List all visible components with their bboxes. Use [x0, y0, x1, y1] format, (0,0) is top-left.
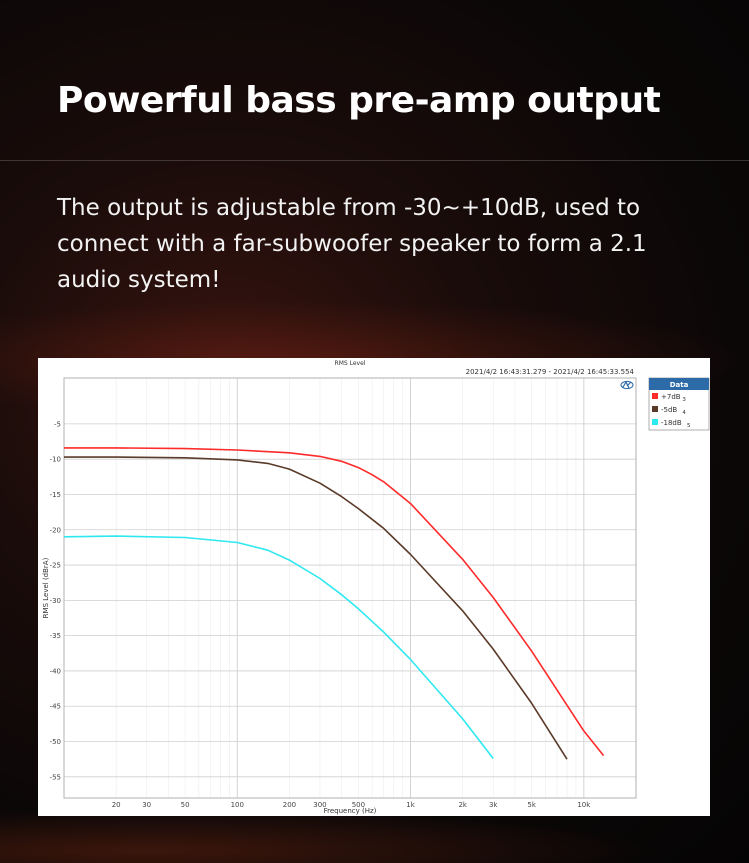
legend-entry-label: -18dB [661, 419, 682, 427]
divider [0, 160, 749, 161]
legend-items: +7dB 3 -5dB 4-18dB 5 [652, 393, 691, 429]
legend-swatch [652, 393, 658, 399]
plot-area-border [63, 377, 637, 799]
y-tick-label: -10 [50, 456, 61, 464]
x-tick-label: 100 [231, 801, 244, 809]
chart-panel: RMS Level 2021/4/2 16:43:31.279 - 2021/4… [38, 358, 710, 816]
ap-logo-icon [620, 380, 634, 390]
x-tick-label: 3k [489, 801, 498, 809]
y-tick-label: -30 [50, 597, 61, 605]
y-tick-label: -55 [50, 773, 61, 781]
legend-header [649, 378, 709, 390]
x-tick-label: 1k [406, 801, 415, 809]
y-tick-label: -20 [50, 526, 61, 534]
legend-entry-index: 5 [687, 423, 691, 429]
chart-title: RMS Level [335, 360, 366, 367]
y-tick-label: -15 [50, 491, 61, 499]
legend-swatch [652, 406, 658, 412]
legend-entry-index: 4 [682, 410, 686, 416]
legend-entry-label: -5dB [661, 406, 677, 414]
rms-level-chart: RMS Level 2021/4/2 16:43:31.279 - 2021/4… [42, 360, 710, 815]
legend-title: Data [670, 381, 689, 389]
x-tick-label: 300 [313, 801, 326, 809]
y-axis-label: RMS Level (dBrA) [42, 557, 50, 618]
legend-swatch [652, 419, 658, 425]
y-tick-label: -40 [50, 667, 61, 675]
series-line [64, 535, 494, 759]
x-tick-label: 5k [527, 801, 536, 809]
x-tick-label: 200 [283, 801, 296, 809]
x-tick-label: 500 [352, 801, 365, 809]
x-tick-label: 2k [458, 801, 467, 809]
description-text: The output is adjustable from -30~+10dB,… [57, 195, 647, 293]
headline: Powerful bass pre-amp output [57, 80, 661, 121]
series-line [64, 456, 568, 760]
legend-entry-index: 3 [682, 397, 686, 403]
y-tick-label: -5 [54, 420, 61, 428]
x-tick-label: 50 [181, 801, 190, 809]
series-lines [64, 447, 605, 760]
y-axis-ticks: -5 -10 -15 -20 -25 -30 -35 -40 -45 -50 -55 [50, 420, 61, 781]
y-tick-label: -45 [50, 703, 61, 711]
y-tick-label: -50 [50, 738, 61, 746]
major-grid [64, 378, 636, 798]
x-tick-label: 20 [112, 801, 121, 809]
minor-grid [115, 378, 577, 798]
x-tick-label: 10k [577, 801, 591, 809]
x-axis-label: Frequency (Hz) [324, 807, 377, 815]
x-tick-label: 30 [142, 801, 151, 809]
y-tick-label: -35 [50, 632, 61, 640]
y-tick-label: -25 [50, 562, 61, 570]
legend-entry-label: +7dB [661, 393, 681, 401]
x-axis-ticks: 20 30 50 100 200 300 500 1k 2k 3k 5k 10k [112, 801, 592, 809]
legend: Data +7dB 3 -5dB 4-18dB 5 [648, 377, 710, 431]
chart-timestamp: 2021/4/2 16:43:31.279 - 2021/4/2 16:45:3… [466, 368, 635, 376]
series-line [64, 447, 605, 757]
